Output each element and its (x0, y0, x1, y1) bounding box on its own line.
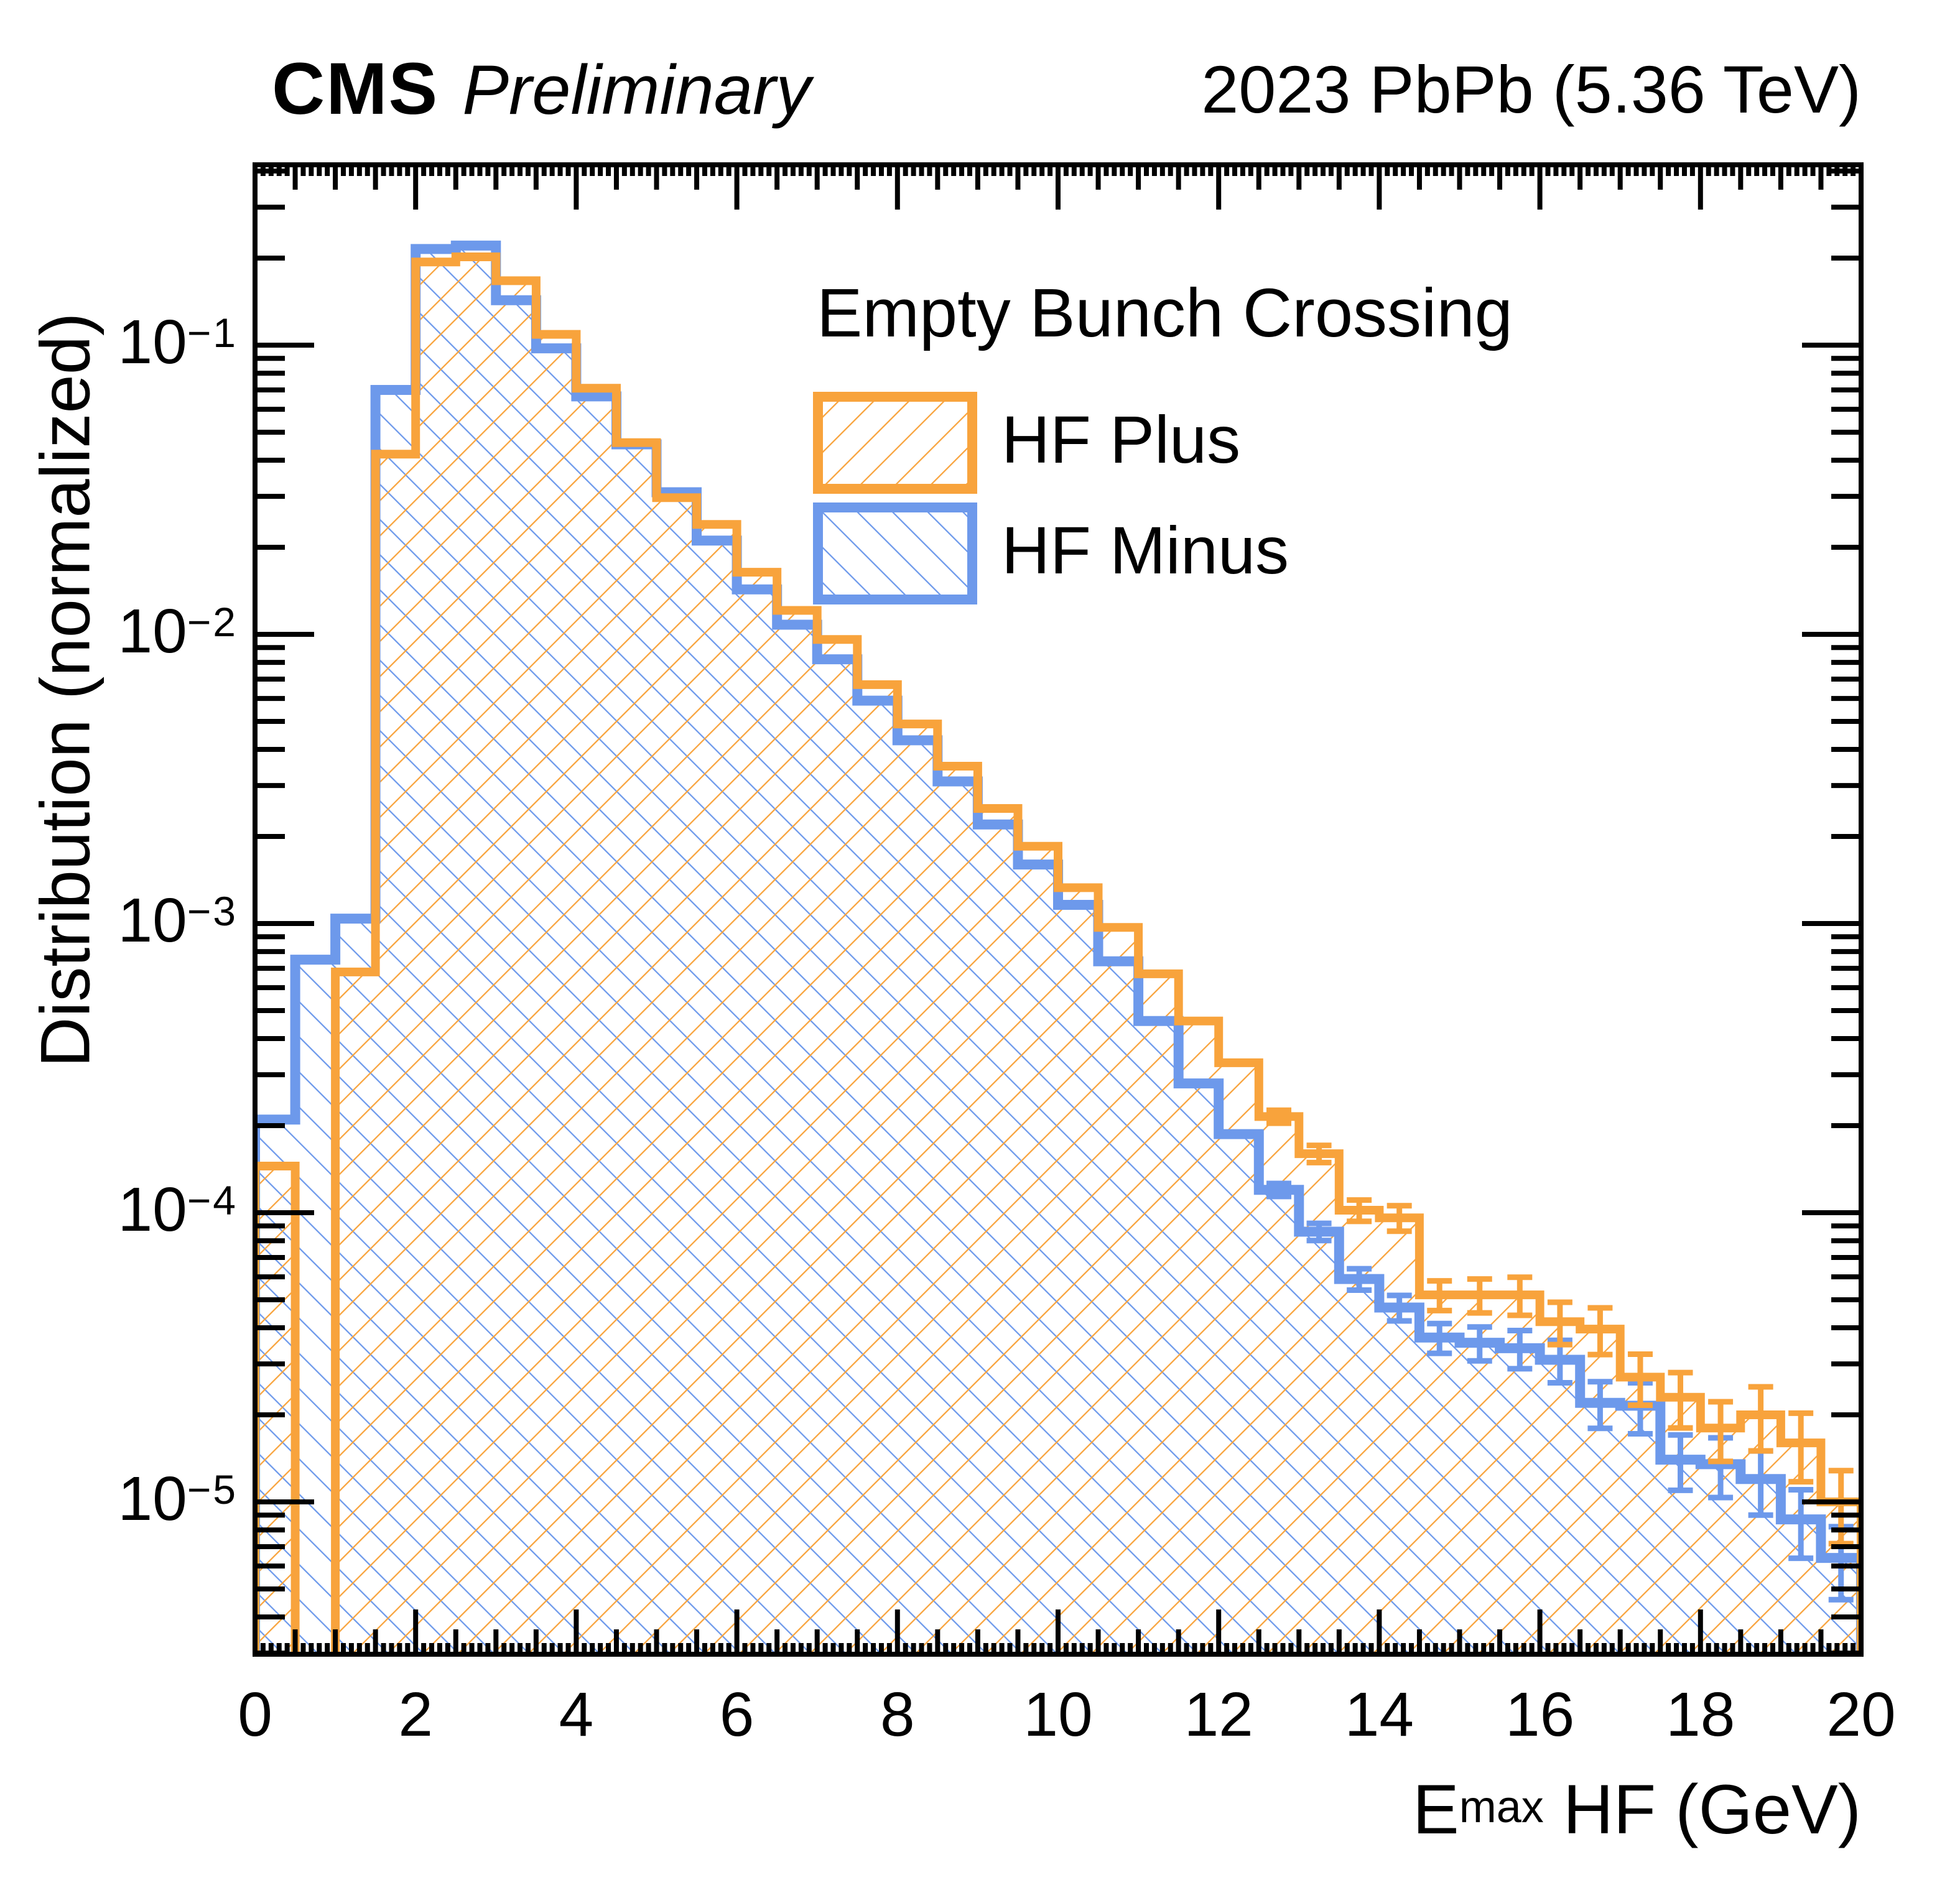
plot-title-row: CMS Preliminary 2023 PbPb (5.36 TeV) (272, 47, 1861, 134)
x-tick-label: 0 (238, 1680, 272, 1749)
axis-frame-and-ticks (253, 162, 1864, 1657)
hf-plus-swatch-icon (813, 392, 977, 494)
x-tick-label: 2 (398, 1680, 433, 1749)
histogram-series-layer (255, 240, 1861, 1654)
x-axis-title-base: E (1413, 1771, 1459, 1848)
x-tick-label: 12 (1184, 1680, 1253, 1749)
x-axis-title: Emax HF (GeV) (1413, 1769, 1861, 1850)
legend-header: Empty Bunch Crossing (817, 275, 1513, 351)
hf-minus-swatch-icon (813, 502, 977, 604)
legend-label-hf-minus: HF Minus (1001, 512, 1289, 588)
x-tick-label: 18 (1666, 1680, 1735, 1749)
y-tick-label: 10−3 (118, 885, 238, 955)
run-conditions-label: 2023 PbPb (5.36 TeV) (1201, 52, 1861, 127)
x-tick-label: 10 (1023, 1680, 1093, 1749)
x-axis-title-rest: HF (GeV) (1543, 1771, 1861, 1848)
y-axis-title: Distribution (normalized) (26, 312, 105, 1068)
x-tick-label: 16 (1505, 1680, 1575, 1749)
legend-label-hf-plus: HF Plus (1001, 402, 1241, 477)
x-tick-label: 8 (880, 1680, 915, 1749)
x-tick-label: 14 (1344, 1680, 1414, 1749)
preliminary-label: Preliminary (462, 51, 811, 129)
x-tick-label: 4 (559, 1680, 594, 1749)
x-tick-label: 20 (1826, 1680, 1896, 1749)
y-tick-label: 10−1 (118, 307, 238, 377)
x-tick-label: 6 (719, 1680, 755, 1749)
y-tick-label: 10−5 (118, 1463, 238, 1534)
cms-label: CMS (272, 48, 439, 130)
y-tick-label: 10−4 (118, 1174, 238, 1244)
x-axis-title-sup: max (1459, 1782, 1544, 1832)
y-tick-label: 10−2 (118, 596, 238, 666)
